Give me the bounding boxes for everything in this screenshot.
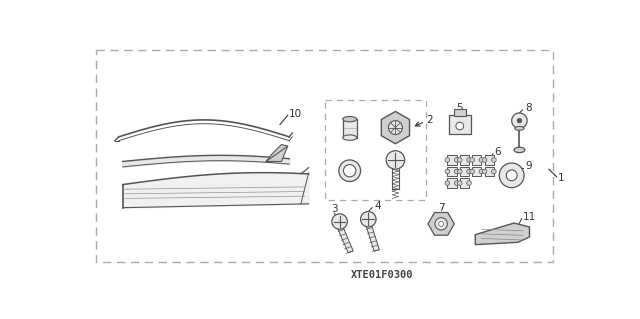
Circle shape — [456, 122, 463, 130]
Text: 11: 11 — [524, 212, 536, 222]
Circle shape — [467, 181, 472, 185]
Circle shape — [482, 158, 487, 162]
Circle shape — [467, 158, 472, 162]
Circle shape — [360, 211, 376, 227]
Circle shape — [458, 158, 462, 162]
Bar — [325, 100, 426, 200]
Bar — [484, 155, 494, 165]
Bar — [449, 115, 470, 134]
Bar — [460, 178, 469, 188]
Bar — [95, 50, 553, 262]
Text: 2: 2 — [426, 115, 433, 125]
Polygon shape — [365, 223, 380, 251]
Circle shape — [332, 214, 348, 229]
Circle shape — [479, 169, 484, 174]
Bar — [484, 167, 494, 176]
Circle shape — [445, 158, 450, 162]
Circle shape — [470, 169, 474, 174]
Text: 10: 10 — [289, 109, 302, 119]
Circle shape — [388, 121, 403, 135]
Circle shape — [517, 118, 522, 123]
Bar — [447, 155, 457, 165]
Polygon shape — [337, 225, 353, 253]
Bar — [447, 167, 457, 176]
Circle shape — [438, 221, 444, 226]
Circle shape — [467, 169, 472, 174]
Ellipse shape — [515, 126, 524, 130]
Circle shape — [454, 169, 459, 174]
Text: XTE01F0300: XTE01F0300 — [351, 271, 413, 280]
Text: 5: 5 — [456, 103, 463, 113]
Circle shape — [454, 181, 459, 185]
Circle shape — [458, 181, 462, 185]
Circle shape — [344, 165, 356, 177]
Circle shape — [470, 158, 474, 162]
Text: 7: 7 — [438, 203, 444, 213]
Circle shape — [511, 113, 527, 128]
Bar — [460, 167, 469, 176]
Bar — [472, 167, 481, 176]
Text: 3: 3 — [331, 204, 337, 214]
Polygon shape — [266, 145, 288, 161]
Text: 8: 8 — [525, 103, 531, 113]
Circle shape — [499, 163, 524, 188]
Circle shape — [386, 151, 404, 169]
Circle shape — [458, 169, 462, 174]
Polygon shape — [428, 212, 454, 235]
Text: 6: 6 — [495, 147, 501, 157]
Text: 4: 4 — [374, 201, 381, 211]
Circle shape — [339, 160, 360, 182]
Text: 9: 9 — [525, 161, 532, 171]
Polygon shape — [476, 223, 529, 245]
Ellipse shape — [514, 147, 525, 152]
Circle shape — [506, 170, 517, 181]
Circle shape — [492, 169, 496, 174]
Text: 1: 1 — [558, 174, 564, 183]
Bar — [447, 178, 457, 188]
Ellipse shape — [343, 116, 356, 122]
Ellipse shape — [343, 135, 356, 140]
Circle shape — [479, 158, 484, 162]
Polygon shape — [381, 111, 410, 144]
Bar — [460, 155, 469, 165]
Circle shape — [445, 169, 450, 174]
Bar — [472, 155, 481, 165]
Circle shape — [454, 158, 459, 162]
Circle shape — [492, 158, 496, 162]
Circle shape — [482, 169, 487, 174]
Circle shape — [445, 181, 450, 185]
Circle shape — [435, 218, 447, 230]
Bar — [343, 119, 356, 137]
Bar — [454, 109, 466, 116]
